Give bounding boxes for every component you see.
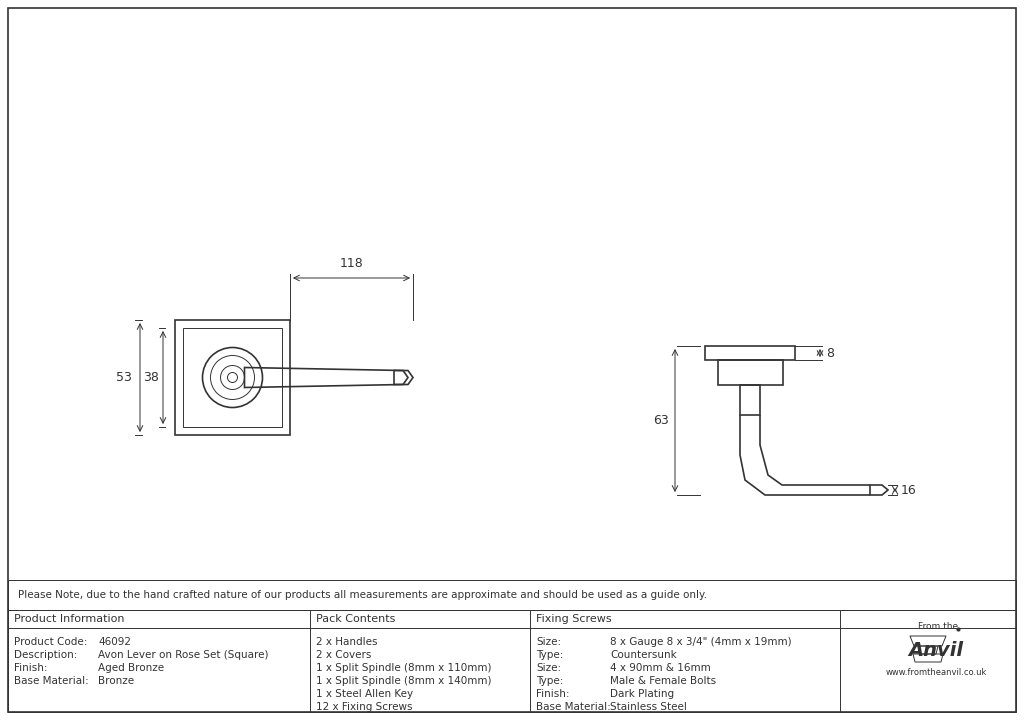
Text: Description:: Description: (14, 650, 78, 660)
Text: From the: From the (918, 622, 958, 631)
Text: 1 x Split Spindle (8mm x 140mm): 1 x Split Spindle (8mm x 140mm) (316, 676, 492, 686)
Text: 1 x Steel Allen Key: 1 x Steel Allen Key (316, 689, 413, 699)
Text: Size:: Size: (536, 637, 561, 647)
Text: 46092: 46092 (98, 637, 131, 647)
Text: Size:: Size: (536, 663, 561, 673)
Text: Male & Female Bolts: Male & Female Bolts (610, 676, 716, 686)
Text: Anvil: Anvil (908, 642, 964, 660)
Text: Pack Contents: Pack Contents (316, 614, 395, 624)
Text: 16: 16 (901, 484, 916, 497)
Text: 118: 118 (340, 257, 364, 270)
Text: 8 x Gauge 8 x 3/4" (4mm x 19mm): 8 x Gauge 8 x 3/4" (4mm x 19mm) (610, 637, 792, 647)
Text: 4 x 90mm & 16mm: 4 x 90mm & 16mm (610, 663, 711, 673)
Text: Type:: Type: (536, 650, 563, 660)
Text: Fixing Screws: Fixing Screws (536, 614, 611, 624)
Text: Base Material:: Base Material: (536, 702, 610, 712)
Text: www.fromtheanvil.co.uk: www.fromtheanvil.co.uk (886, 668, 987, 677)
Text: 2 x Handles: 2 x Handles (316, 637, 378, 647)
Text: 1 x Split Spindle (8mm x 110mm): 1 x Split Spindle (8mm x 110mm) (316, 663, 492, 673)
Text: Dark Plating: Dark Plating (610, 689, 674, 699)
Text: 38: 38 (143, 371, 159, 384)
Text: Bronze: Bronze (98, 676, 134, 686)
Text: Finish:: Finish: (14, 663, 47, 673)
Text: 63: 63 (653, 414, 669, 427)
Text: 2 x Covers: 2 x Covers (316, 650, 372, 660)
Text: 8: 8 (826, 346, 834, 359)
Text: Aged Bronze: Aged Bronze (98, 663, 164, 673)
Text: Base Material:: Base Material: (14, 676, 89, 686)
Text: 12 x Fixing Screws: 12 x Fixing Screws (316, 702, 413, 712)
Text: 53: 53 (116, 371, 132, 384)
Text: Product Code:: Product Code: (14, 637, 87, 647)
Text: Stainless Steel: Stainless Steel (610, 702, 687, 712)
Text: Finish:: Finish: (536, 689, 569, 699)
Text: Product Information: Product Information (14, 614, 125, 624)
Text: Please Note, due to the hand crafted nature of our products all measurements are: Please Note, due to the hand crafted nat… (18, 590, 707, 600)
Text: Type:: Type: (536, 676, 563, 686)
Text: Countersunk: Countersunk (610, 650, 677, 660)
Text: Avon Lever on Rose Set (Square): Avon Lever on Rose Set (Square) (98, 650, 268, 660)
